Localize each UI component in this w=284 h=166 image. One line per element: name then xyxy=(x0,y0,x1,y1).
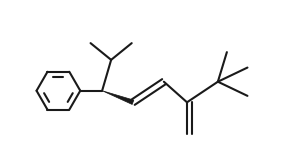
Polygon shape xyxy=(102,91,134,104)
